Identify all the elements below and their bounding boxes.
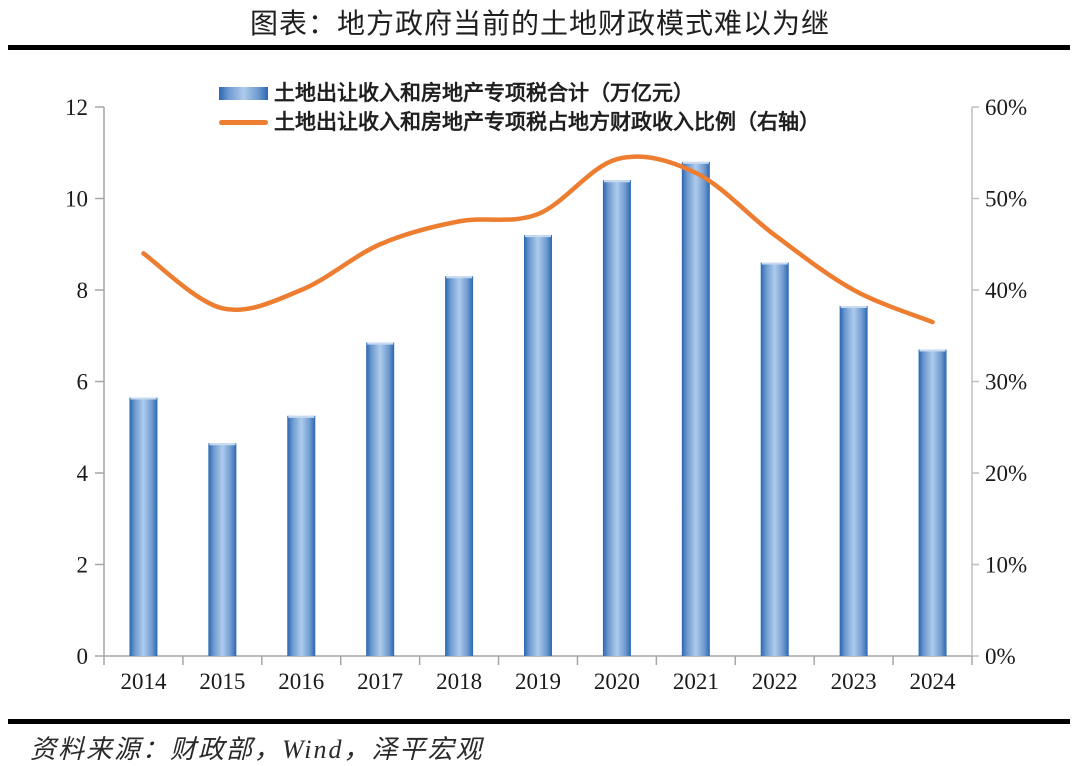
legend: 土地出让收入和房地产专项税合计（万亿元） 土地出让收入和房地产专项税占地方财政收…	[219, 79, 820, 137]
y-axis-left-tick-label: 6	[77, 370, 89, 395]
legend-label-bar-series: 土地出让收入和房地产专项税合计（万亿元）	[274, 81, 694, 105]
bar-2017	[366, 342, 395, 656]
bar-2014	[129, 397, 158, 656]
bar-2015	[208, 443, 237, 656]
line-series-swatch-icon	[219, 120, 268, 125]
bar-2022	[760, 262, 789, 656]
y-axis-left-tick-label: 2	[77, 553, 89, 578]
source-note: 资料来源：财政部，Wind，泽平宏观	[30, 735, 484, 764]
y-axis-right-tick-label: 40%	[985, 278, 1027, 303]
y-axis-right-tick-label: 50%	[985, 187, 1027, 212]
x-axis-category-label: 2016	[278, 669, 324, 694]
bar-series-swatch-icon	[219, 87, 268, 100]
y-axis-right-tick-label: 0%	[985, 644, 1016, 669]
legend-label-line-series: 土地出让收入和房地产专项税占地方财政收入比例（右轴）	[274, 110, 820, 134]
bar-2016	[287, 415, 316, 656]
y-axis-right-tick-label: 30%	[985, 370, 1027, 395]
bar-2024	[918, 349, 947, 656]
chart-title: 图表：地方政府当前的土地财政模式难以为继	[249, 9, 830, 40]
bar-2023	[839, 306, 868, 656]
title-divider-rule	[8, 45, 1070, 50]
y-axis-right-tick-label: 10%	[985, 553, 1027, 578]
x-axis-category-label: 2022	[752, 669, 798, 694]
source-divider-rule	[8, 719, 1070, 724]
x-axis-category-label: 2017	[357, 669, 403, 694]
x-axis-category-label: 2020	[594, 669, 640, 694]
x-axis-category-label: 2018	[436, 669, 482, 694]
x-axis-category-label: 2019	[515, 669, 561, 694]
y-axis-left-tick-label: 10	[65, 187, 88, 212]
x-axis-category-label: 2015	[199, 669, 245, 694]
legend-item-line-series: 土地出让收入和房地产专项税占地方财政收入比例（右轴）	[219, 108, 820, 137]
x-axis-category-label: 2014	[120, 669, 167, 694]
legend-item-bar-series: 土地出让收入和房地产专项税合计（万亿元）	[219, 79, 820, 108]
y-axis-left-tick-label: 12	[65, 95, 88, 120]
trend-line	[141, 154, 935, 325]
y-axis-left-tick-label: 4	[77, 461, 89, 486]
y-axis-right-tick-label: 60%	[985, 95, 1027, 120]
bar-2019	[524, 235, 552, 656]
x-axis-category-label: 2024	[910, 669, 957, 694]
bar-2018	[445, 276, 474, 656]
y-axis-left-tick-label: 0	[77, 644, 89, 669]
bar-2021	[681, 161, 710, 656]
bar-2020	[602, 180, 631, 656]
x-axis-category-label: 2021	[673, 669, 719, 694]
y-axis-right-tick-label: 20%	[985, 461, 1027, 486]
x-axis-category-label: 2023	[831, 669, 877, 694]
y-axis-left-tick-label: 8	[77, 278, 89, 303]
